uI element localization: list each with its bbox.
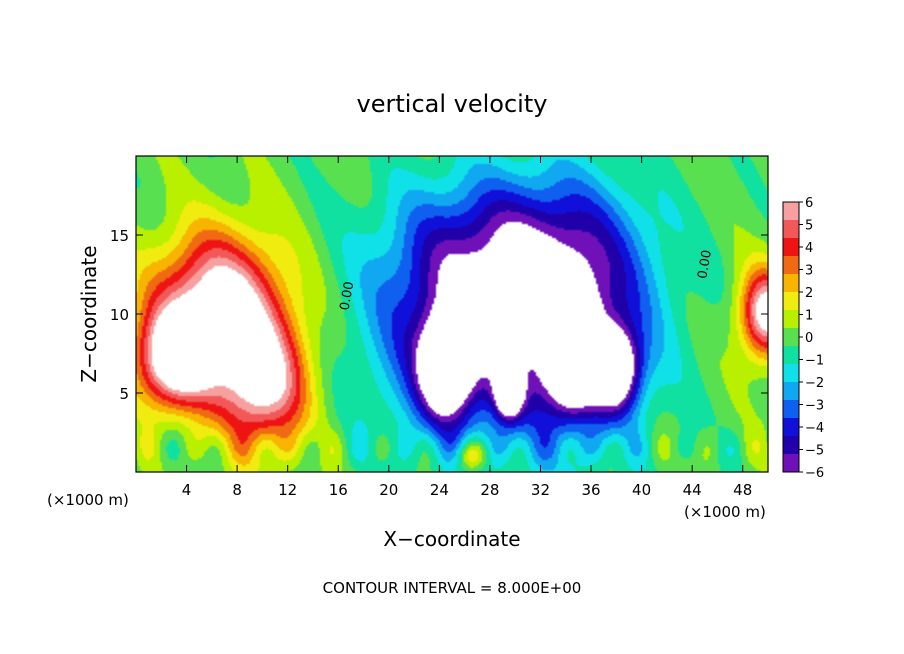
x-tick-label: 32 [531, 481, 550, 499]
x-tick-label: 40 [632, 481, 651, 499]
colorbar-swatch [783, 220, 799, 239]
x-tick-label: 28 [480, 481, 499, 499]
x-tick-label: 4 [182, 481, 192, 499]
colorbar-swatch [783, 400, 799, 419]
colorbar-swatch [783, 418, 799, 437]
colorbar-label: 5 [805, 219, 813, 234]
y-axis-label: Z−coordinate [77, 245, 101, 382]
x-tick-label: 8 [232, 481, 242, 499]
colorbar-swatch [783, 382, 799, 401]
x-tick-label: 48 [733, 481, 752, 499]
colorbar-label: −2 [805, 376, 824, 391]
x-tick-label: 20 [379, 481, 398, 499]
colorbar-label: 2 [805, 286, 813, 301]
contour-label: 0.00 [695, 249, 715, 280]
x-axis: 4 8 12 16 20 24 28 32 36 40 44 48 [182, 156, 752, 499]
colorbar-label: −1 [805, 354, 824, 369]
colorbar-label: −6 [805, 466, 824, 481]
colorbar-label: −3 [805, 399, 824, 414]
colorbar-label: 4 [805, 241, 813, 256]
colorbar-swatch [783, 454, 799, 473]
chart-title: vertical velocity [357, 90, 548, 118]
colorbar-swatch [783, 436, 799, 455]
colorbar: 6 5 4 3 2 1 0 −1 −2 −3 −4 −5 −6 [782, 196, 824, 481]
colorbar-swatch [783, 256, 799, 275]
colorbar-label: 1 [805, 309, 813, 324]
colorbar-label: 6 [805, 196, 813, 211]
colorbar-label: 3 [805, 264, 813, 279]
colorbar-swatch [783, 346, 799, 365]
velocity-field-image [136, 156, 768, 472]
y-axis: 5 10 15 [110, 227, 768, 403]
y-tick-label: 15 [110, 227, 129, 245]
contour-labels: 0.00 0.00 [338, 249, 716, 312]
y-tick-label: 10 [110, 306, 129, 324]
x-tick-label: 12 [278, 481, 297, 499]
colorbar-label: −5 [805, 444, 824, 459]
colorbar-swatch [783, 274, 799, 293]
x-tick-label: 36 [581, 481, 600, 499]
x-unit-label-left: (×1000 m) [47, 491, 129, 509]
x-unit-label-right: (×1000 m) [684, 503, 766, 521]
colorbar-swatch [783, 310, 799, 329]
colorbar-swatch [783, 364, 799, 383]
contour-label: 0.00 [338, 280, 358, 311]
colorbar-swatch [783, 292, 799, 311]
heatmap-field [136, 156, 768, 472]
x-tick-label: 24 [430, 481, 449, 499]
y-tick-label: 5 [119, 385, 129, 403]
x-tick-label: 16 [329, 481, 348, 499]
colorbar-swatch [783, 202, 799, 221]
x-tick-label: 44 [683, 481, 702, 499]
contour-interval-note: CONTOUR INTERVAL = 8.000E+00 [323, 579, 582, 597]
colorbar-swatch [783, 238, 799, 257]
colorbar-swatch [783, 328, 799, 347]
colorbar-label: 0 [805, 331, 813, 346]
x-axis-label: X−coordinate [383, 527, 520, 551]
colorbar-label: −4 [805, 421, 824, 436]
